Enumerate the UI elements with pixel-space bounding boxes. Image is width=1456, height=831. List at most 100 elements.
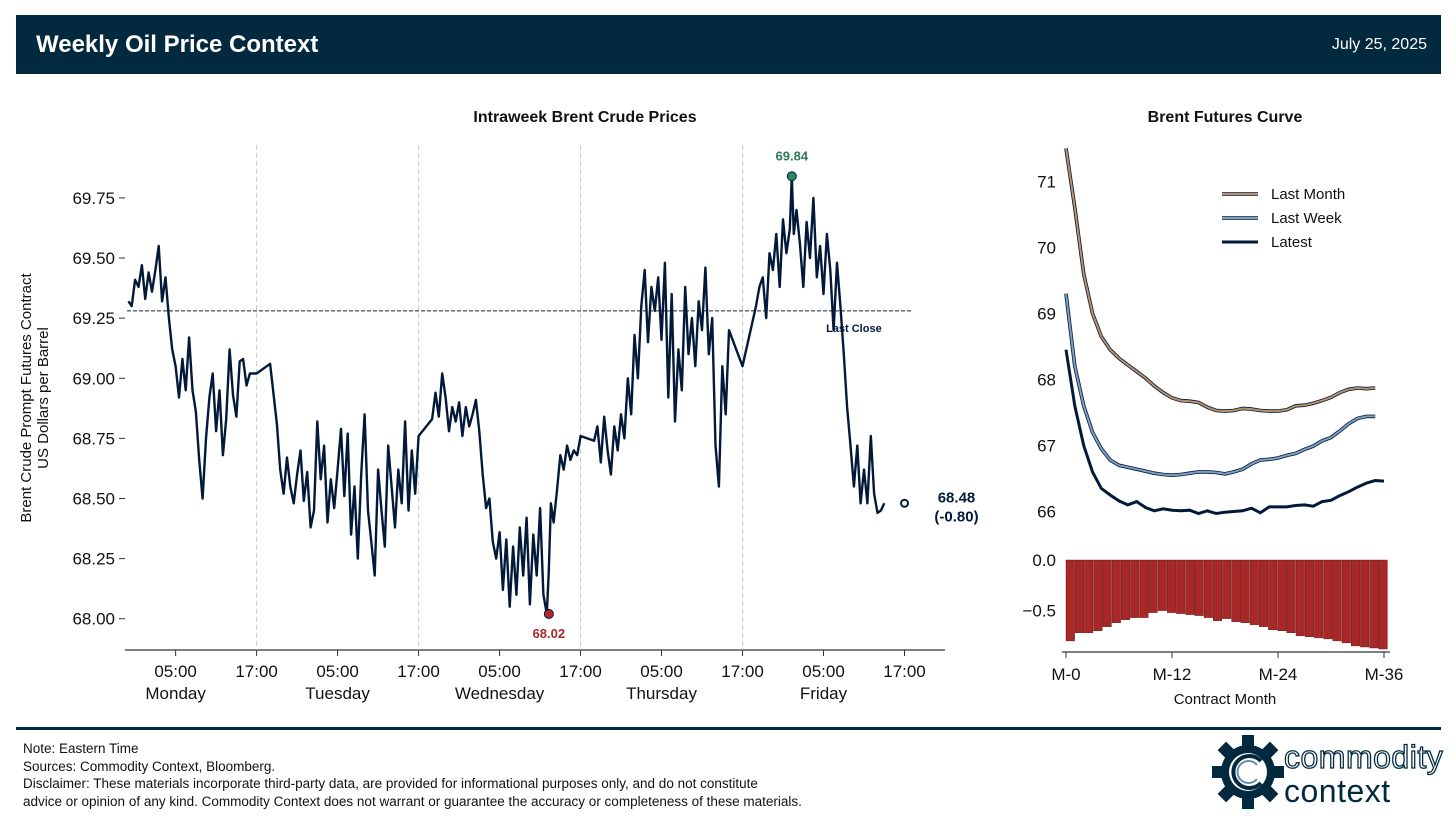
weekly-high-label: 69.84 xyxy=(776,148,809,163)
spread-bar xyxy=(1268,559,1278,631)
curve-series-outline xyxy=(1064,293,1376,478)
spread-bar xyxy=(1378,559,1388,650)
last-close-label: Last Close xyxy=(826,323,882,335)
x-tick-time-label: 17:00 xyxy=(235,662,278,681)
curve-y-tick-label: 71 xyxy=(1037,172,1056,191)
footer-note: Note: Eastern Time xyxy=(23,741,139,756)
x-tick-time-label: 05:00 xyxy=(478,662,521,681)
spread-bar xyxy=(1093,559,1103,632)
x-tick-time-label: 05:00 xyxy=(154,662,197,681)
curve-x-tick-label: M-0 xyxy=(1051,665,1080,684)
spread-bar xyxy=(1240,559,1250,623)
weekly-low-marker xyxy=(543,608,554,619)
spread-bar xyxy=(1139,559,1149,618)
spread-bar xyxy=(1249,559,1259,625)
spread-bar xyxy=(1323,559,1333,640)
spread-bar xyxy=(1130,559,1140,618)
page-title: Weekly Oil Price Context xyxy=(36,31,319,58)
latest-price-marker xyxy=(900,498,910,508)
weekly-high-marker xyxy=(786,171,797,182)
y-tick-label: 68.00 xyxy=(72,610,115,629)
spread-bar xyxy=(1074,559,1084,634)
footer-disclaimer-line1: Disclaimer: These materials incorporate … xyxy=(23,776,758,791)
x-tick-time-label: 17:00 xyxy=(397,662,440,681)
spread-bar xyxy=(1111,559,1121,623)
spread-bar xyxy=(1102,559,1112,627)
spread-bar xyxy=(1157,559,1167,611)
spread-bar xyxy=(1314,559,1324,639)
spread-bar xyxy=(1350,559,1360,647)
y-tick-label: 69.25 xyxy=(72,309,115,328)
spread-bar xyxy=(1360,559,1370,648)
spread-bar xyxy=(1203,559,1213,618)
spread-bar xyxy=(1341,559,1351,644)
curve-x-tick-label: M-12 xyxy=(1153,665,1192,684)
footer-divider xyxy=(16,727,1441,730)
footer-sources: Sources: Commodity Context, Bloomberg. xyxy=(23,758,276,774)
footer-notes: Note: Eastern Time Sources: Commodity Co… xyxy=(23,740,923,810)
spread-bar xyxy=(1185,559,1195,615)
y-tick-label: 69.00 xyxy=(72,369,115,388)
x-tick-day-label: Monday xyxy=(145,684,206,703)
commodity-context-logo: commodity context xyxy=(1212,735,1443,811)
y-tick-label: 69.75 xyxy=(72,189,115,208)
spread-bar xyxy=(1084,559,1094,634)
curve-x-tick-label: M-24 xyxy=(1259,665,1298,684)
spread-bar xyxy=(1166,559,1176,613)
x-tick-day-label: Tuesday xyxy=(305,684,370,703)
spread-bar xyxy=(1120,559,1130,620)
spread-bar xyxy=(1065,559,1075,642)
intraweek-y-axis-label-line1: Brent Crude Prompt Futures Contract xyxy=(18,273,35,523)
x-tick-time-label: 05:00 xyxy=(316,662,359,681)
curve-x-tick-label: M-36 xyxy=(1365,665,1404,684)
logo-word-context: context xyxy=(1284,773,1391,809)
curve-y-tick-label: 66 xyxy=(1037,502,1056,521)
logo-word-commodity: commodity xyxy=(1283,738,1444,775)
spread-bar xyxy=(1332,559,1342,642)
header-bar: Weekly Oil Price Context July 25, 2025 xyxy=(16,15,1441,74)
latest-price-label: 68.48 xyxy=(938,489,976,506)
spread-bar xyxy=(1222,559,1232,619)
spread-y-tick-label: 0.0 xyxy=(1032,551,1056,570)
latest-change-label: (-0.80) xyxy=(934,508,978,525)
spread-bar xyxy=(1194,559,1204,616)
weekly-low-label: 68.02 xyxy=(533,626,566,641)
spread-bar xyxy=(1258,559,1268,627)
curve-y-tick-label: 68 xyxy=(1037,370,1056,389)
gear-logo-icon xyxy=(1212,735,1284,809)
intraweek-y-axis-label-line2: US Dollars per Barrel xyxy=(35,327,52,469)
spread-bar xyxy=(1277,559,1287,632)
spread-bar xyxy=(1304,559,1314,638)
spread-y-tick-label: −0.5 xyxy=(1022,602,1056,621)
legend-label: Last Week xyxy=(1271,210,1342,227)
x-tick-time-label: 17:00 xyxy=(559,662,602,681)
y-tick-label: 68.50 xyxy=(72,490,115,509)
x-tick-time-label: 05:00 xyxy=(802,662,845,681)
x-tick-day-label: Friday xyxy=(800,684,848,703)
spread-bar xyxy=(1286,559,1296,634)
curve-series-line xyxy=(1065,148,1376,413)
x-tick-time-label: 05:00 xyxy=(640,662,683,681)
spread-bar xyxy=(1212,559,1222,621)
spread-bar xyxy=(1148,559,1158,613)
curve-series-line xyxy=(1065,293,1376,477)
y-tick-label: 68.75 xyxy=(72,429,115,448)
x-tick-day-label: Wednesday xyxy=(455,684,545,703)
intraweek-chart-title: Intraweek Brent Crude Prices xyxy=(473,109,696,126)
spread-bar xyxy=(1369,559,1379,649)
x-tick-time-label: 17:00 xyxy=(721,662,764,681)
x-tick-day-label: Thursday xyxy=(626,684,697,703)
curve-y-tick-label: 70 xyxy=(1037,238,1056,257)
footer-disclaimer-line2: advice or opinion of any kind. Commodity… xyxy=(23,793,802,809)
spread-bar xyxy=(1231,559,1241,622)
x-tick-time-label: 17:00 xyxy=(883,662,926,681)
curve-x-axis-label: Contract Month xyxy=(1174,691,1277,708)
y-tick-label: 68.25 xyxy=(72,550,115,569)
spread-bar xyxy=(1295,559,1305,637)
curve-series-line xyxy=(1064,349,1385,516)
brent-price-series-line xyxy=(127,175,886,616)
legend-label: Last Month xyxy=(1271,186,1345,203)
curve-y-tick-label: 69 xyxy=(1037,304,1056,323)
y-tick-label: 69.50 xyxy=(72,249,115,268)
